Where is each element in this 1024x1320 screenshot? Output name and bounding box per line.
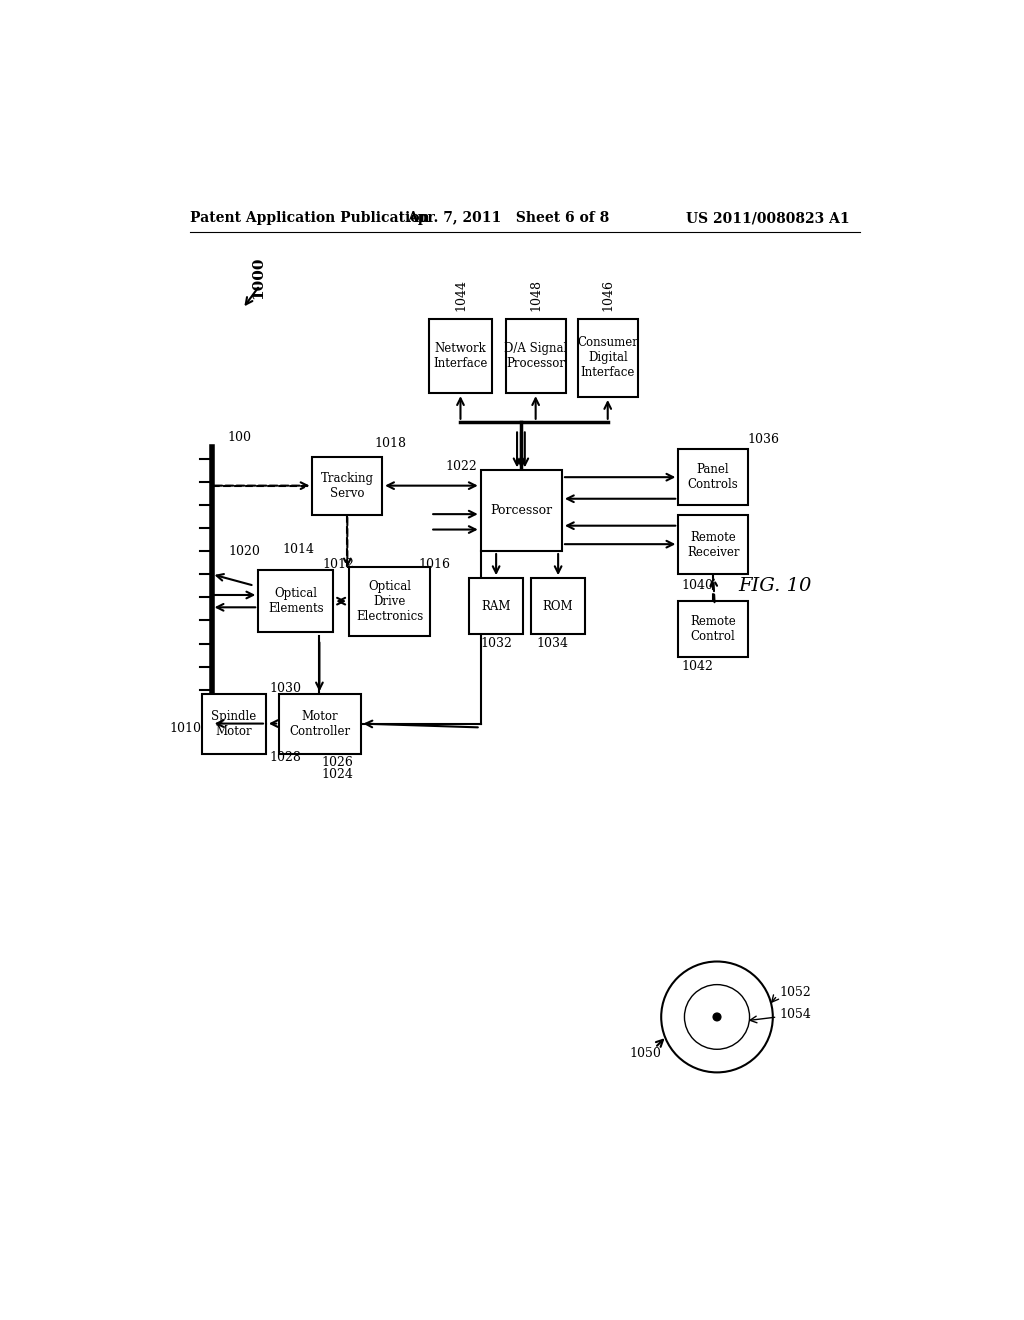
- Text: 1046: 1046: [601, 280, 614, 312]
- Text: Spindle
Motor: Spindle Motor: [211, 710, 256, 738]
- Circle shape: [713, 1014, 721, 1020]
- Text: Panel
Controls: Panel Controls: [688, 463, 738, 491]
- Text: Optical
Elements: Optical Elements: [268, 587, 324, 615]
- FancyBboxPatch shape: [480, 470, 562, 552]
- Text: Consumer
Digital
Interface: Consumer Digital Interface: [578, 337, 638, 379]
- Text: US 2011/0080823 A1: US 2011/0080823 A1: [686, 211, 850, 226]
- Text: 1034: 1034: [537, 638, 568, 649]
- Text: Motor
Controller: Motor Controller: [289, 710, 350, 738]
- Text: Network
Interface: Network Interface: [433, 342, 487, 370]
- FancyBboxPatch shape: [469, 578, 523, 635]
- FancyBboxPatch shape: [506, 318, 566, 393]
- Text: 1050: 1050: [630, 1047, 662, 1060]
- FancyBboxPatch shape: [429, 318, 493, 393]
- Text: Optical
Drive
Electronics: Optical Drive Electronics: [356, 579, 423, 623]
- Text: 100: 100: [227, 430, 251, 444]
- Text: 1030: 1030: [269, 681, 301, 694]
- FancyBboxPatch shape: [678, 449, 748, 506]
- FancyBboxPatch shape: [280, 694, 360, 754]
- Text: 1012: 1012: [323, 557, 354, 570]
- Text: 1052: 1052: [779, 986, 811, 999]
- Text: 1022: 1022: [445, 459, 477, 473]
- FancyBboxPatch shape: [531, 578, 586, 635]
- Text: 1000: 1000: [251, 256, 265, 300]
- Text: Remote
Receiver: Remote Receiver: [687, 531, 739, 558]
- Text: 1028: 1028: [269, 751, 301, 764]
- Text: 1010: 1010: [170, 722, 202, 735]
- Text: Porcessor: Porcessor: [490, 504, 552, 517]
- FancyBboxPatch shape: [202, 694, 266, 754]
- Text: 1018: 1018: [374, 437, 406, 450]
- FancyBboxPatch shape: [258, 570, 334, 632]
- FancyBboxPatch shape: [678, 515, 748, 574]
- Text: 1054: 1054: [779, 1008, 811, 1022]
- Text: 1040: 1040: [681, 579, 714, 593]
- Text: 1036: 1036: [748, 433, 779, 446]
- Text: FIG. 10: FIG. 10: [738, 577, 812, 595]
- Text: D/A Signal
Processor: D/A Signal Processor: [505, 342, 567, 370]
- Text: 1048: 1048: [529, 280, 542, 312]
- Text: RAM: RAM: [481, 599, 511, 612]
- Text: ROM: ROM: [543, 599, 573, 612]
- Text: 1020: 1020: [228, 545, 260, 557]
- Text: Patent Application Publication: Patent Application Publication: [190, 211, 430, 226]
- Text: 1026: 1026: [322, 756, 353, 770]
- Text: Tracking
Servo: Tracking Servo: [321, 473, 374, 500]
- Text: Remote
Control: Remote Control: [690, 615, 736, 643]
- Text: 1024: 1024: [322, 768, 353, 781]
- Text: 1014: 1014: [283, 543, 314, 556]
- FancyBboxPatch shape: [578, 318, 638, 397]
- Text: 1044: 1044: [454, 280, 467, 312]
- Text: 1042: 1042: [681, 660, 714, 673]
- Text: 1032: 1032: [480, 638, 512, 649]
- FancyBboxPatch shape: [678, 601, 748, 657]
- FancyBboxPatch shape: [312, 457, 382, 515]
- FancyBboxPatch shape: [349, 566, 430, 636]
- Text: Apr. 7, 2011   Sheet 6 of 8: Apr. 7, 2011 Sheet 6 of 8: [407, 211, 609, 226]
- Text: 1016: 1016: [418, 558, 451, 572]
